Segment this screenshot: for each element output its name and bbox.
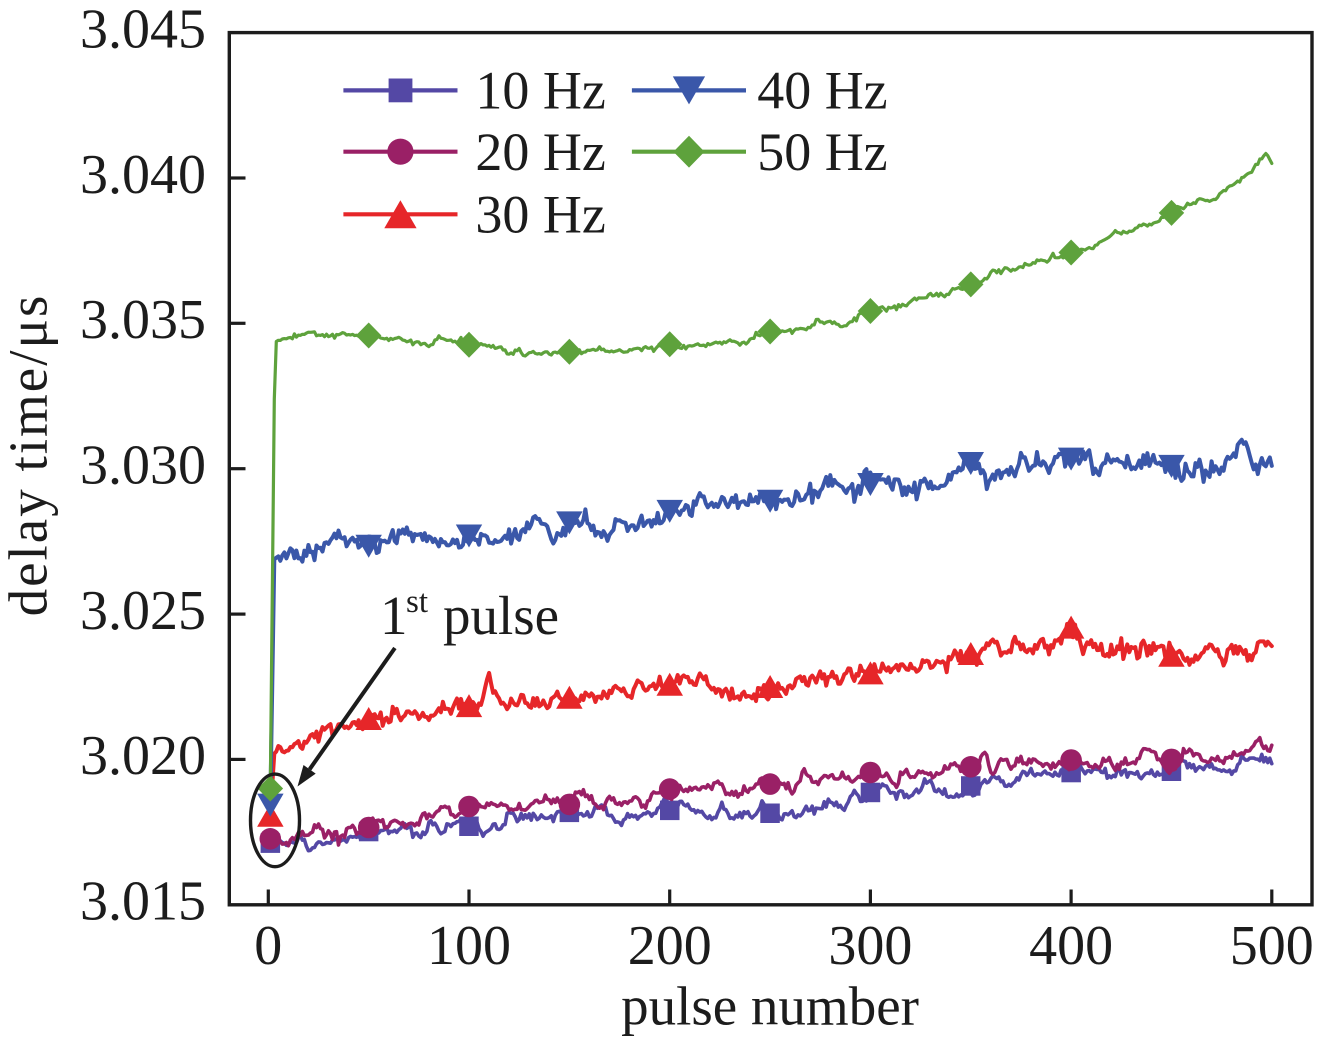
svg-text:30 Hz: 30 Hz bbox=[475, 184, 605, 244]
svg-text:1: 1 bbox=[380, 585, 408, 646]
svg-text:200: 200 bbox=[628, 915, 712, 977]
svg-text:300: 300 bbox=[828, 915, 912, 977]
svg-text:pulse: pulse bbox=[443, 585, 559, 646]
svg-text:3.015: 3.015 bbox=[80, 871, 206, 933]
svg-text:20 Hz: 20 Hz bbox=[475, 122, 605, 182]
svg-text:3.020: 3.020 bbox=[80, 725, 206, 787]
svg-text:10 Hz: 10 Hz bbox=[475, 61, 605, 121]
svg-text:40 Hz: 40 Hz bbox=[757, 61, 887, 121]
svg-text:3.045: 3.045 bbox=[80, 0, 206, 60]
svg-text:400: 400 bbox=[1029, 915, 1113, 977]
svg-text:500: 500 bbox=[1230, 915, 1314, 977]
svg-text:3.030: 3.030 bbox=[80, 435, 206, 497]
svg-text:100: 100 bbox=[427, 915, 511, 977]
svg-text:50 Hz: 50 Hz bbox=[757, 122, 887, 182]
svg-text:st: st bbox=[406, 584, 428, 620]
svg-text:3.040: 3.040 bbox=[80, 144, 206, 206]
svg-text:0: 0 bbox=[254, 915, 282, 977]
svg-text:3.025: 3.025 bbox=[80, 580, 206, 642]
svg-text:pulse number: pulse number bbox=[621, 976, 919, 1037]
svg-text:delay time/μs: delay time/μs bbox=[0, 294, 59, 617]
svg-text:3.035: 3.035 bbox=[80, 289, 206, 351]
